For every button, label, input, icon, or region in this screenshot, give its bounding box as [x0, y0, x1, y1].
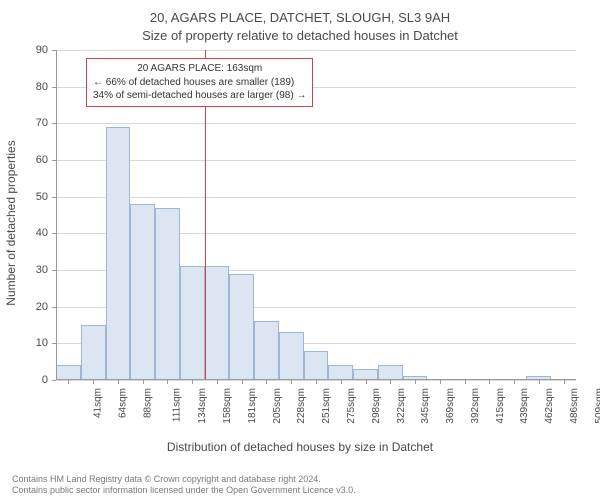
xtick-mark [539, 380, 540, 384]
histogram-bar [155, 208, 180, 380]
ytick-mark [52, 380, 56, 381]
xtick-label: 345sqm [420, 388, 431, 424]
xtick-mark [143, 380, 144, 384]
annotation-line: 20 AGARS PLACE: 163sqm [93, 62, 306, 76]
xtick-label: 134sqm [198, 388, 209, 424]
histogram-bar [328, 365, 353, 380]
footer-line-2: Contains public sector information licen… [12, 485, 356, 496]
xtick-mark [564, 380, 565, 384]
xtick-label: 275sqm [346, 388, 357, 424]
xtick-label: 486sqm [569, 388, 580, 424]
histogram-bar [106, 127, 131, 380]
xtick-mark [489, 380, 490, 384]
xtick-mark [316, 380, 317, 384]
xtick-label: 392sqm [470, 388, 481, 424]
xtick-label: 439sqm [519, 388, 530, 424]
histogram-bar [279, 332, 304, 380]
histogram-bar [304, 351, 329, 380]
xtick-label: 415sqm [495, 388, 506, 424]
xtick-label: 462sqm [544, 388, 555, 424]
annotation-box: 20 AGARS PLACE: 163sqm← 66% of detached … [86, 58, 313, 107]
footer-attribution: Contains HM Land Registry data © Crown c… [12, 474, 356, 497]
xtick-label: 251sqm [321, 388, 332, 424]
xtick-mark [366, 380, 367, 384]
xtick-mark [192, 380, 193, 384]
gridline [56, 197, 576, 198]
footer-line-1: Contains HM Land Registry data © Crown c… [12, 474, 356, 485]
y-axis-line [56, 50, 57, 380]
x-axis-label: Distribution of detached houses by size … [0, 440, 600, 454]
xtick-mark [514, 380, 515, 384]
xtick-mark [93, 380, 94, 384]
chart-title-main: 20, AGARS PLACE, DATCHET, SLOUGH, SL3 9A… [0, 10, 600, 25]
xtick-label: 509sqm [594, 388, 600, 424]
xtick-mark [465, 380, 466, 384]
plot-inner: 41sqm64sqm88sqm111sqm134sqm158sqm181sqm2… [56, 50, 576, 380]
xtick-mark [291, 380, 292, 384]
xtick-label: 205sqm [272, 388, 283, 424]
xtick-label: 41sqm [93, 388, 104, 418]
ytick-label: 70 [0, 117, 48, 129]
histogram-bar [130, 204, 155, 380]
gridline [56, 123, 576, 124]
histogram-bar [56, 365, 81, 380]
ytick-label: 30 [0, 264, 48, 276]
ytick-label: 80 [0, 81, 48, 93]
xtick-label: 228sqm [297, 388, 308, 424]
gridline [56, 160, 576, 161]
annotation-line: ← 66% of detached houses are smaller (18… [93, 76, 306, 90]
ytick-label: 90 [0, 44, 48, 56]
xtick-mark [167, 380, 168, 384]
xtick-label: 181sqm [247, 388, 258, 424]
xtick-label: 322sqm [396, 388, 407, 424]
x-axis-line [56, 379, 576, 380]
xtick-mark [217, 380, 218, 384]
xtick-label: 64sqm [118, 388, 129, 418]
histogram-bar [180, 266, 205, 380]
ytick-label: 0 [0, 374, 48, 386]
plot-area: 41sqm64sqm88sqm111sqm134sqm158sqm181sqm2… [56, 50, 576, 380]
xtick-label: 298sqm [371, 388, 382, 424]
xtick-mark [68, 380, 69, 384]
chart-title-sub: Size of property relative to detached ho… [0, 28, 600, 43]
histogram-bar [254, 321, 279, 380]
ytick-label: 60 [0, 154, 48, 166]
xtick-label: 369sqm [445, 388, 456, 424]
ytick-label: 50 [0, 191, 48, 203]
histogram-bar [229, 274, 254, 380]
xtick-mark [440, 380, 441, 384]
histogram-bar [205, 266, 230, 380]
xtick-mark [415, 380, 416, 384]
xtick-mark [390, 380, 391, 384]
ytick-label: 20 [0, 301, 48, 313]
ytick-label: 40 [0, 227, 48, 239]
histogram-bar [378, 365, 403, 380]
histogram-bar [81, 325, 106, 380]
ytick-label: 10 [0, 337, 48, 349]
xtick-mark [118, 380, 119, 384]
xtick-mark [242, 380, 243, 384]
gridline [56, 50, 576, 51]
xtick-label: 88sqm [142, 388, 153, 418]
xtick-label: 111sqm [171, 388, 182, 422]
page-root: 20, AGARS PLACE, DATCHET, SLOUGH, SL3 9A… [0, 0, 600, 500]
xtick-mark [341, 380, 342, 384]
xtick-label: 158sqm [222, 388, 233, 424]
xtick-mark [266, 380, 267, 384]
annotation-line: 34% of semi-detached houses are larger (… [93, 89, 306, 103]
